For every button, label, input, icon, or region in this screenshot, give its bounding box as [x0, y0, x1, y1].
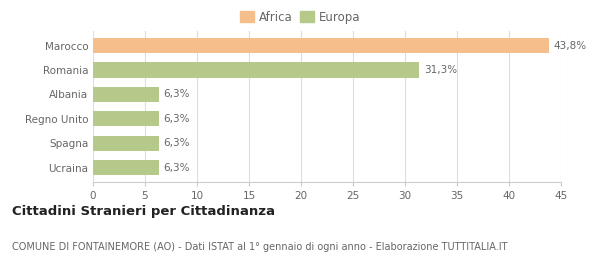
- Text: 6,3%: 6,3%: [164, 162, 190, 173]
- Text: 6,3%: 6,3%: [164, 114, 190, 124]
- Text: Cittadini Stranieri per Cittadinanza: Cittadini Stranieri per Cittadinanza: [12, 205, 275, 218]
- Legend: Africa, Europa: Africa, Europa: [235, 6, 365, 28]
- Bar: [93, 136, 158, 151]
- Bar: [93, 62, 419, 77]
- Bar: [93, 111, 158, 126]
- Text: 6,3%: 6,3%: [164, 138, 190, 148]
- Text: COMUNE DI FONTAINEMORE (AO) - Dati ISTAT al 1° gennaio di ogni anno - Elaborazio: COMUNE DI FONTAINEMORE (AO) - Dati ISTAT…: [12, 242, 508, 252]
- Bar: [93, 87, 158, 102]
- Text: 31,3%: 31,3%: [424, 65, 457, 75]
- Bar: [93, 38, 548, 53]
- Text: 43,8%: 43,8%: [554, 41, 587, 51]
- Bar: [93, 160, 158, 175]
- Text: 6,3%: 6,3%: [164, 89, 190, 99]
